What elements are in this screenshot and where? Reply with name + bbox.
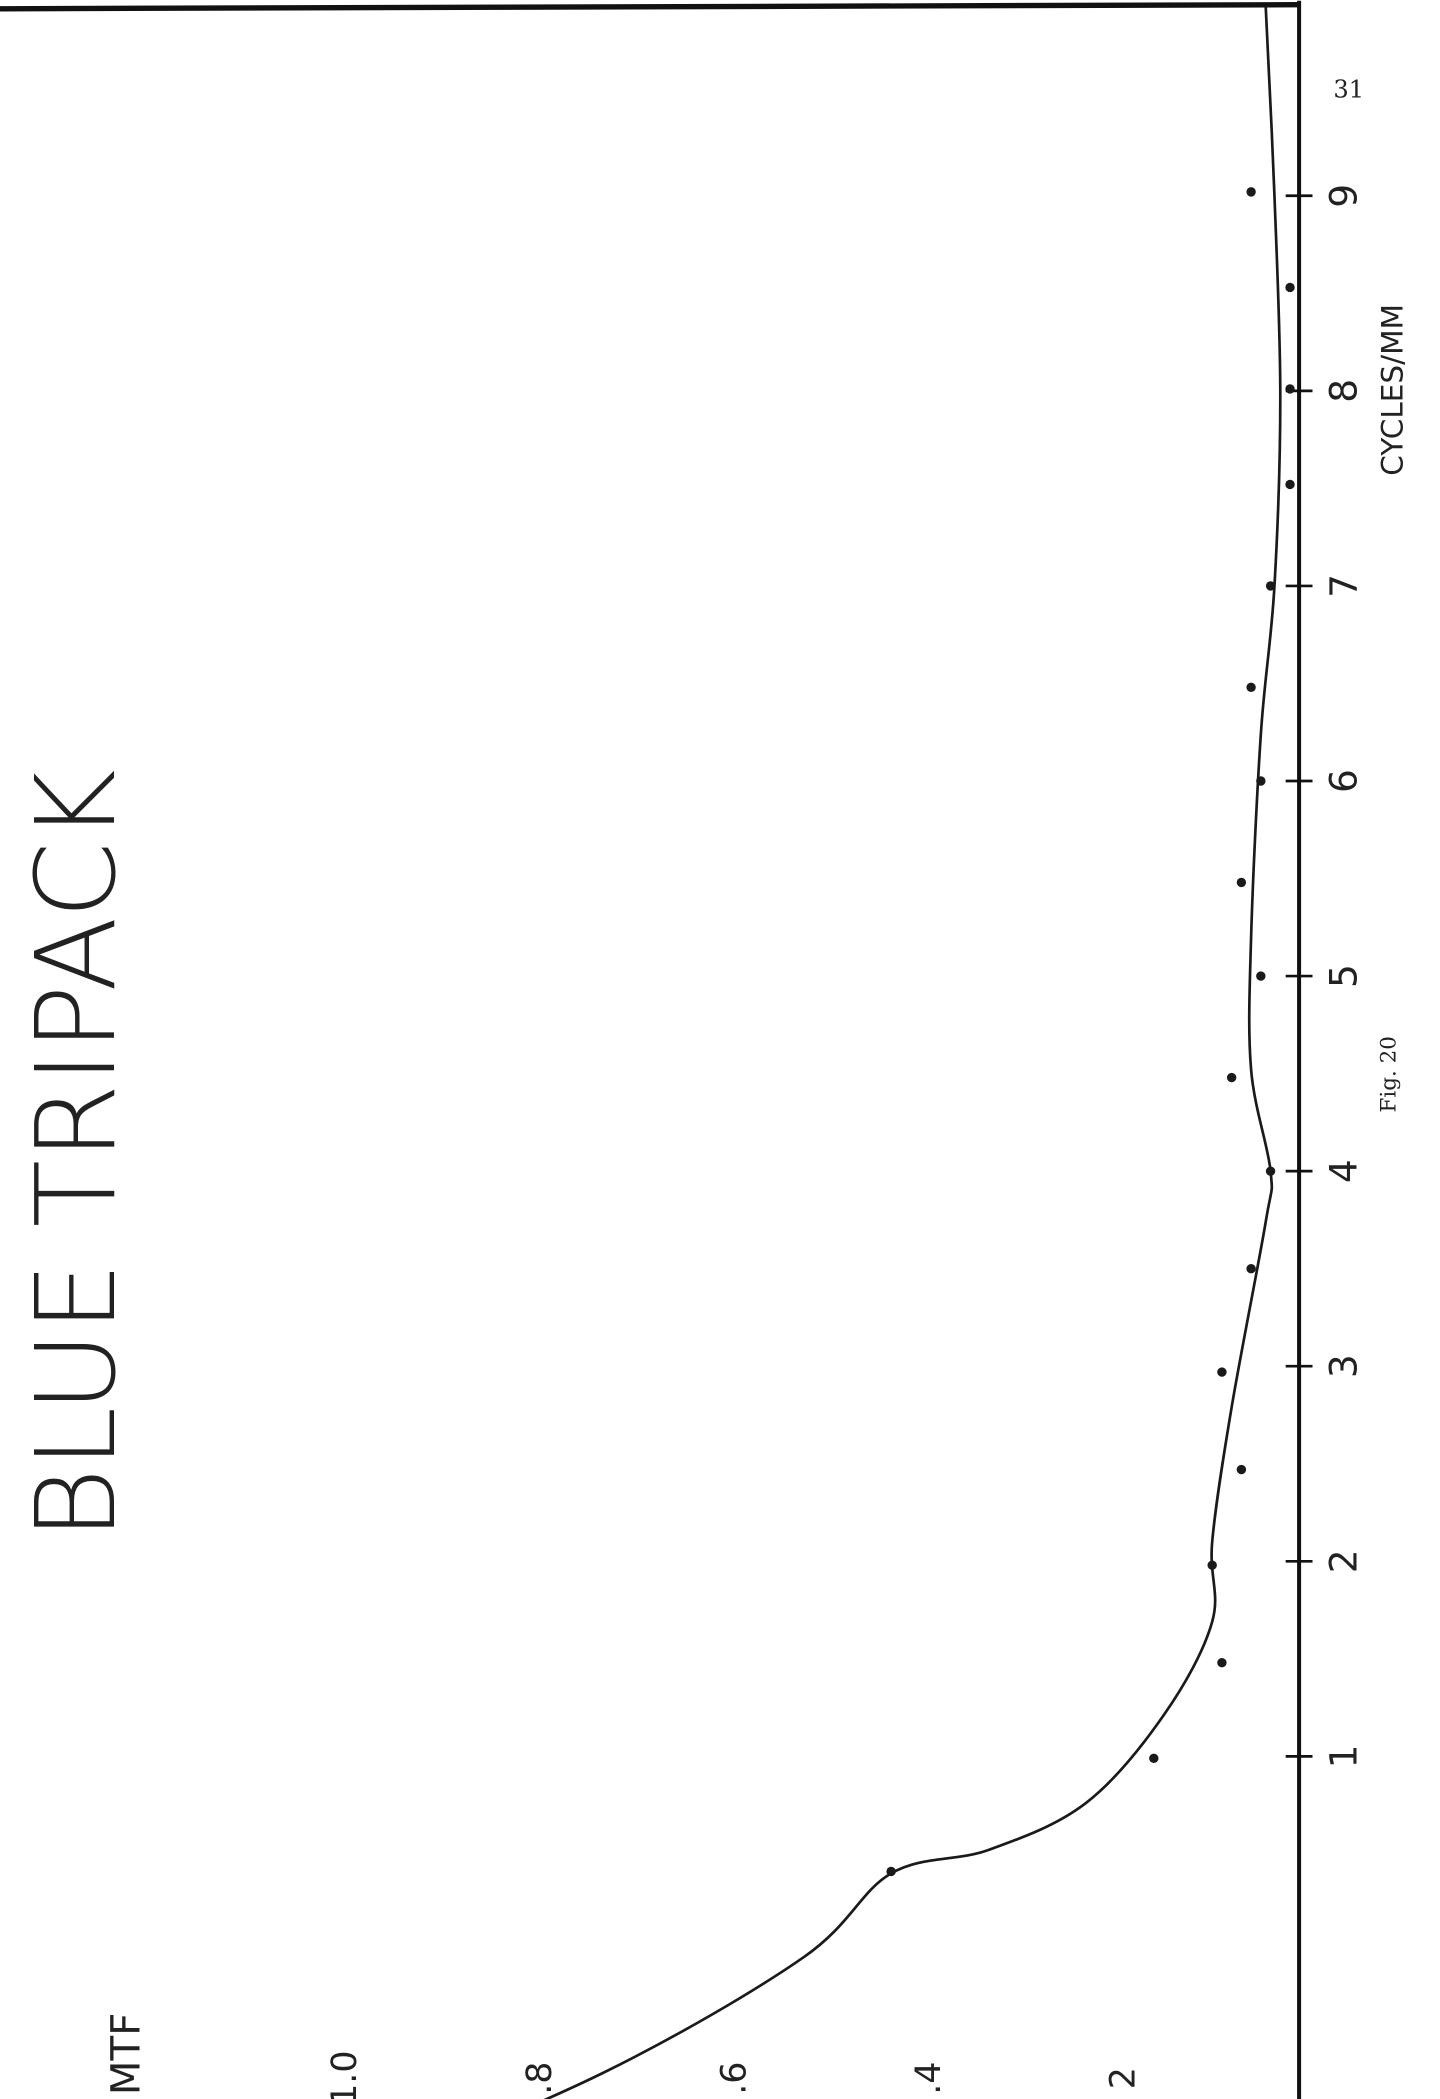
data-point bbox=[1246, 682, 1256, 693]
x-tick-label: 7 bbox=[1322, 574, 1366, 598]
data-point bbox=[1207, 1560, 1217, 1570]
page-number: 31 bbox=[1333, 75, 1364, 103]
data-point bbox=[1217, 1658, 1227, 1668]
y-tick-label: .8 bbox=[520, 2062, 560, 2095]
data-point bbox=[1285, 384, 1295, 394]
data-point bbox=[1265, 1166, 1276, 1176]
data-point bbox=[1246, 1263, 1256, 1274]
x-tick-label: 6 bbox=[1322, 769, 1366, 793]
data-point bbox=[1217, 1367, 1227, 1377]
x-tick-label: 1 bbox=[1322, 1744, 1366, 1768]
x-tick-label: 5 bbox=[1322, 964, 1366, 988]
data-point bbox=[1149, 1753, 1159, 1764]
x-axis-title: CYCLES/MM bbox=[1375, 304, 1409, 476]
data-point bbox=[1265, 581, 1276, 591]
y-axis-title: MTF bbox=[104, 2013, 150, 2095]
data-point bbox=[1256, 971, 1266, 981]
data-point bbox=[1226, 1072, 1237, 1083]
data-point bbox=[886, 1866, 896, 1877]
top-border bbox=[0, 2, 1300, 12]
x-tick-label: 2 bbox=[1322, 1549, 1366, 1573]
x-tick-label: 3 bbox=[1322, 1354, 1366, 1378]
y-tick-label: .6 bbox=[714, 2062, 754, 2095]
y-tick-label: 2 bbox=[1104, 2067, 1144, 2089]
figure-caption: Fig. 20 bbox=[1377, 1036, 1402, 1112]
data-point bbox=[1236, 1464, 1247, 1475]
chart-title: BLUE TRIPACK bbox=[12, 770, 140, 1541]
y-tick-label: 1.0 bbox=[325, 2050, 365, 2099]
data-point bbox=[1285, 282, 1295, 293]
curve bbox=[543, 6, 1282, 2099]
data-point bbox=[1246, 187, 1256, 197]
y-tick-label: .4 bbox=[909, 2062, 949, 2095]
data-point bbox=[1285, 479, 1295, 490]
data-point bbox=[1236, 877, 1247, 888]
x-tick-label: 8 bbox=[1322, 379, 1366, 403]
x-tick-label: 9 bbox=[1322, 184, 1366, 208]
x-tick-label: 4 bbox=[1322, 1159, 1366, 1183]
data-point bbox=[1256, 776, 1266, 786]
